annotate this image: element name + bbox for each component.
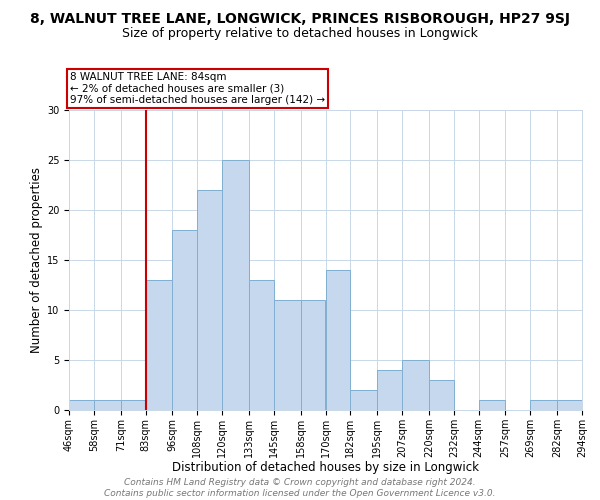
Text: 8, WALNUT TREE LANE, LONGWICK, PRINCES RISBOROUGH, HP27 9SJ: 8, WALNUT TREE LANE, LONGWICK, PRINCES R… xyxy=(30,12,570,26)
Bar xyxy=(350,390,377,410)
Text: Size of property relative to detached houses in Longwick: Size of property relative to detached ho… xyxy=(122,28,478,40)
Bar xyxy=(301,300,325,410)
Bar xyxy=(146,280,172,410)
Bar xyxy=(557,400,582,410)
Bar xyxy=(197,190,222,410)
Bar xyxy=(479,400,505,410)
Bar xyxy=(402,360,429,410)
Bar xyxy=(530,400,557,410)
Bar xyxy=(94,400,121,410)
Bar xyxy=(274,300,301,410)
Bar xyxy=(429,380,454,410)
Bar xyxy=(249,280,274,410)
Y-axis label: Number of detached properties: Number of detached properties xyxy=(29,167,43,353)
Text: Contains HM Land Registry data © Crown copyright and database right 2024.
Contai: Contains HM Land Registry data © Crown c… xyxy=(104,478,496,498)
Bar xyxy=(222,160,249,410)
Bar xyxy=(377,370,402,410)
Bar xyxy=(69,400,94,410)
Bar xyxy=(172,230,197,410)
X-axis label: Distribution of detached houses by size in Longwick: Distribution of detached houses by size … xyxy=(172,462,479,474)
Bar xyxy=(325,270,350,410)
Bar xyxy=(121,400,146,410)
Text: 8 WALNUT TREE LANE: 84sqm
← 2% of detached houses are smaller (3)
97% of semi-de: 8 WALNUT TREE LANE: 84sqm ← 2% of detach… xyxy=(70,72,325,105)
